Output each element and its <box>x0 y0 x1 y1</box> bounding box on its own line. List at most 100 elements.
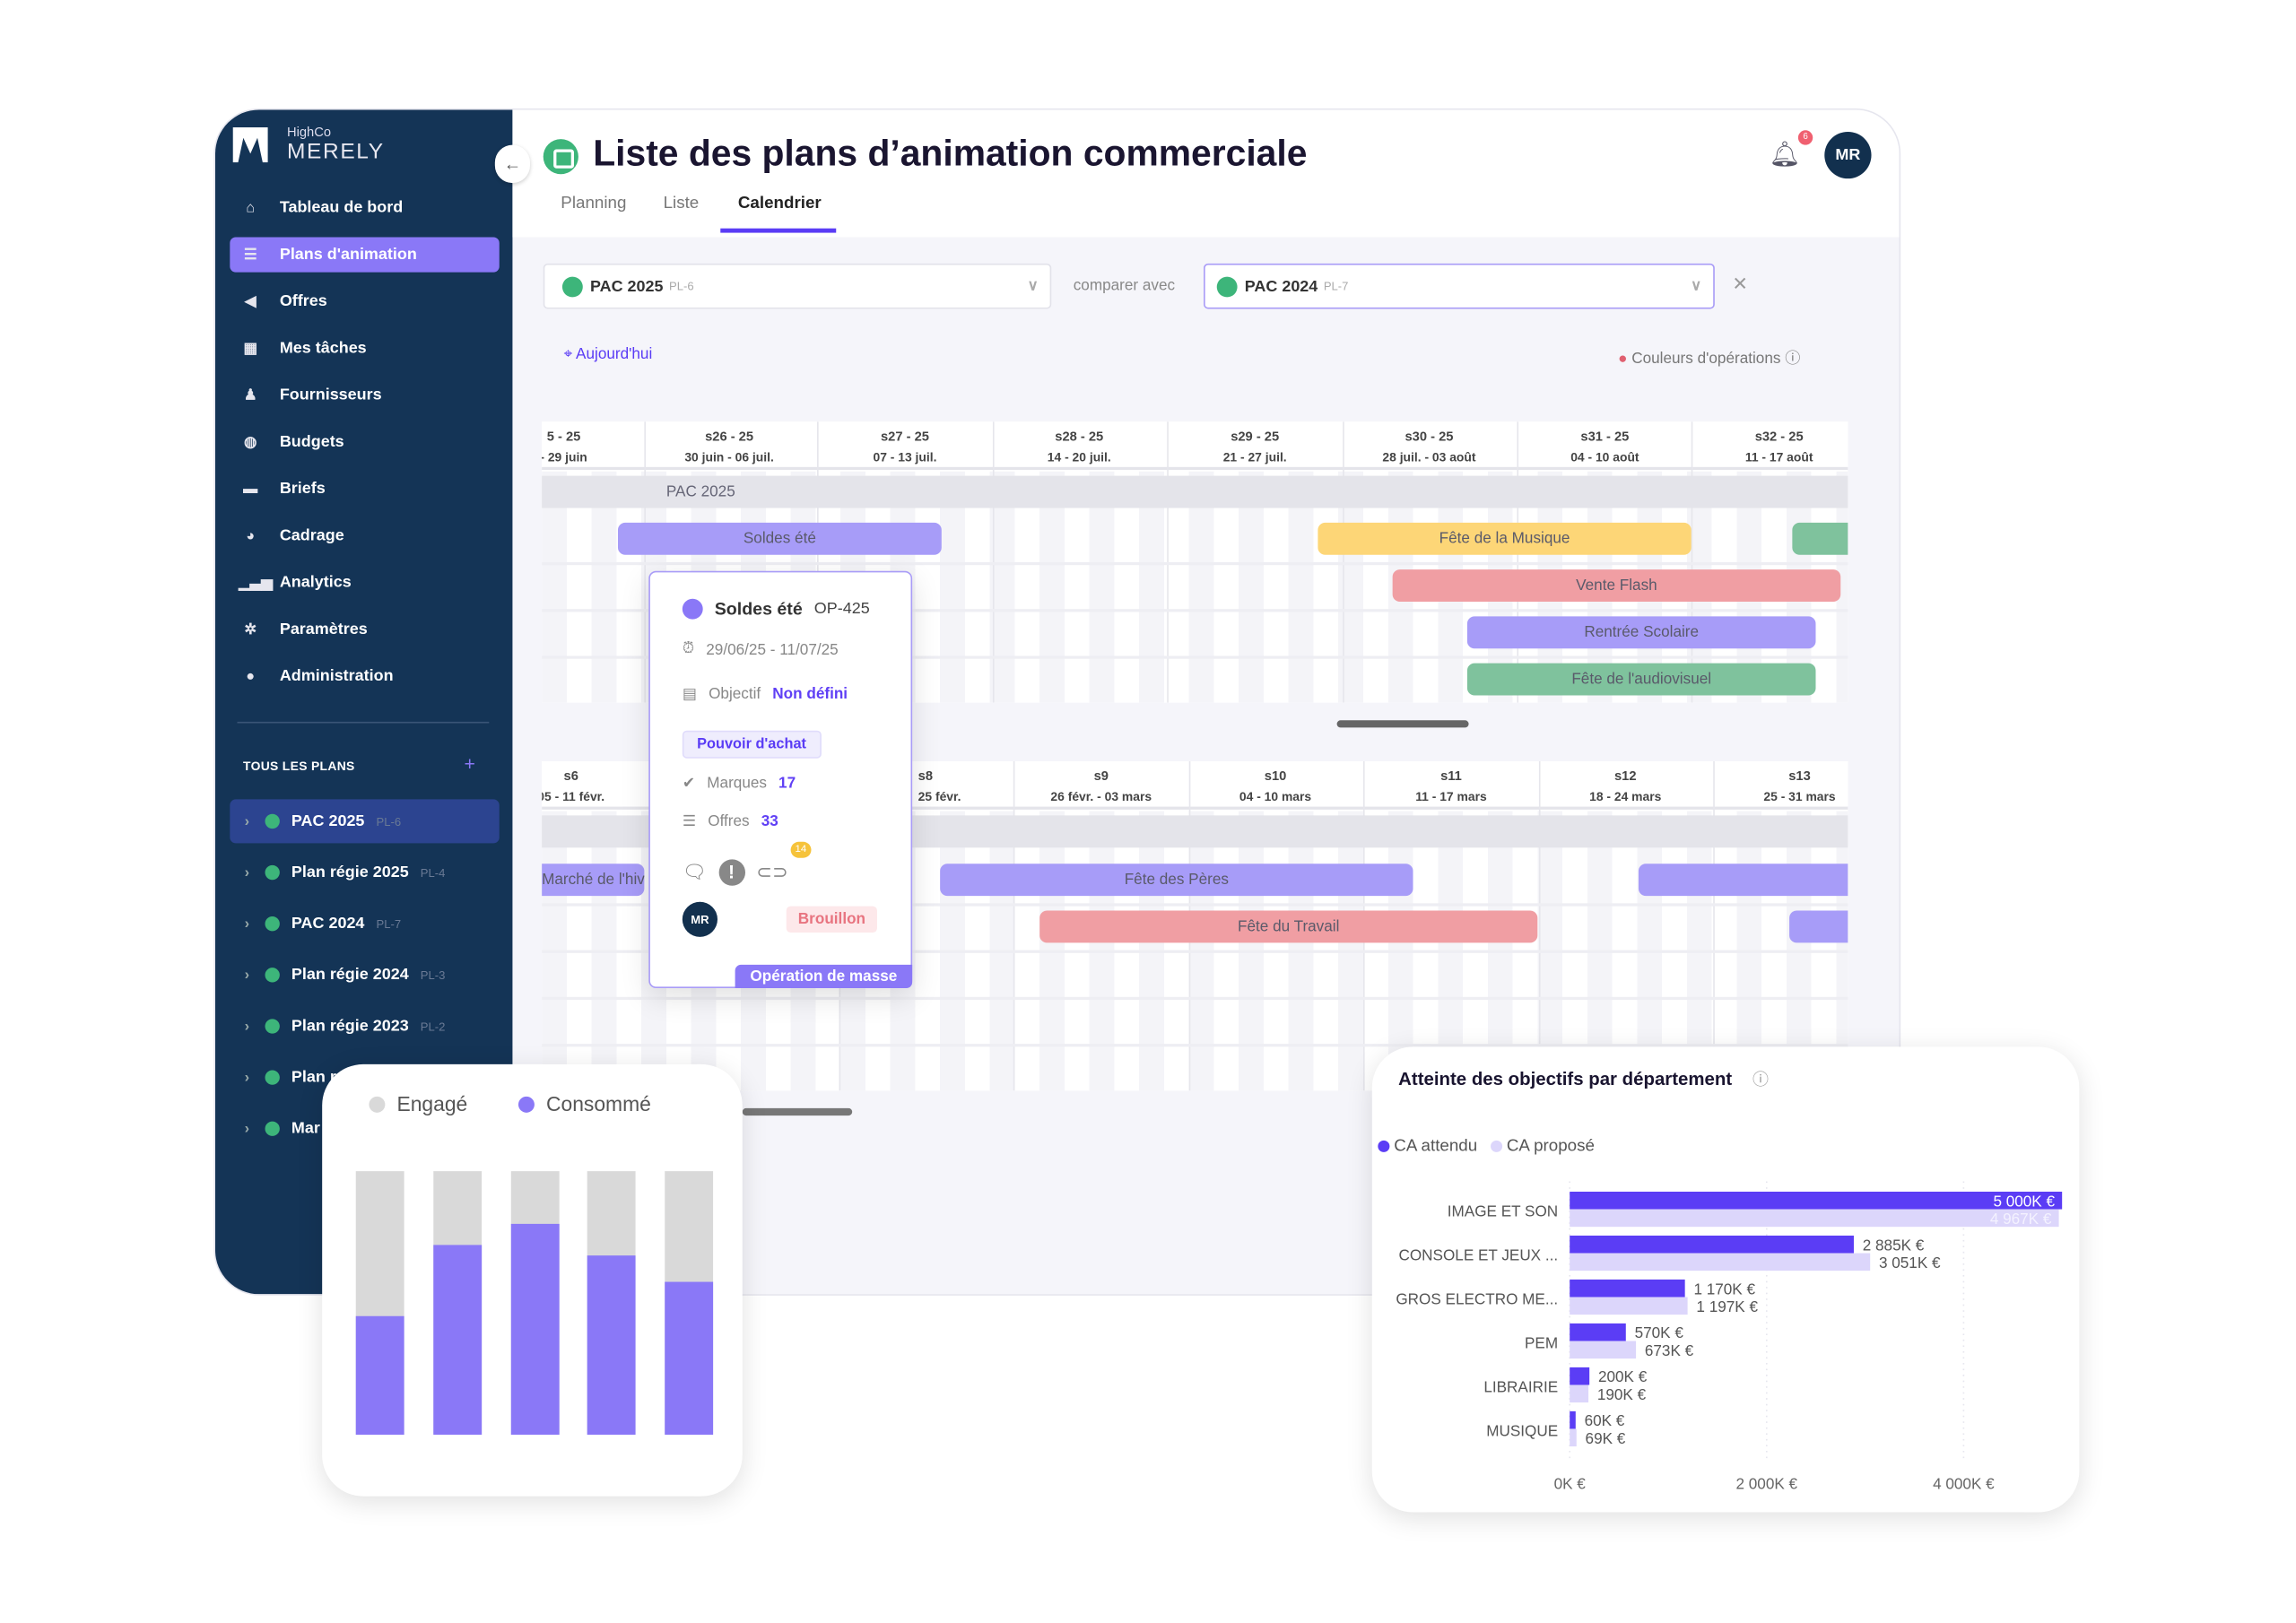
sidebar-item-analytics[interactable]: ▁▃▅ Analytics <box>230 565 499 600</box>
plan-status-dot <box>265 1121 280 1136</box>
operation-bar[interactable]: Fête de l'audiovisuel <box>1466 663 1816 696</box>
plan-name: Plan régie 2025 <box>291 864 409 881</box>
bell-icon[interactable]: 🔔︎ <box>1769 140 1801 169</box>
objective-label: Objectif <box>709 685 761 703</box>
operation-bar[interactable]: Soldes été <box>617 522 942 555</box>
user-avatar[interactable]: MR <box>1824 131 1872 179</box>
clear-compare-button[interactable]: ✕ <box>1732 272 1749 295</box>
legend-swatch <box>517 1096 535 1112</box>
bar-consomme <box>510 1223 560 1435</box>
sidebar-item-budgets[interactable]: ◍ Budgets <box>230 424 499 459</box>
week-divider <box>1343 421 1344 703</box>
operation-bar[interactable]: Fête de la Musique <box>1318 522 1692 555</box>
operation-bar[interactable] <box>1789 910 1848 943</box>
week-dates: 25 - 31 mars <box>1763 788 1836 804</box>
week-number: 5 - 25 <box>546 429 581 444</box>
value-label: 1 197K € <box>1696 1298 1758 1315</box>
week-number: s30 - 25 <box>1405 429 1454 444</box>
tab-calendrier[interactable]: Calendrier <box>737 195 822 213</box>
plan-item[interactable]: › Plan r <box>230 1055 499 1099</box>
tab-planning[interactable]: Planning <box>561 195 627 213</box>
plan-status-dot <box>265 813 280 829</box>
week-number: s27 - 25 <box>881 429 929 444</box>
sidebar-item-cadrage[interactable]: ◕ Cadrage <box>230 518 499 553</box>
week-dates: 05 - 11 févr. <box>542 788 605 804</box>
attachment-icon[interactable]: ⊂⊃ <box>756 860 788 883</box>
plan-band: PAC 2025 <box>542 475 1848 508</box>
week-divider <box>992 421 995 703</box>
chevron-right-icon[interactable]: › <box>244 864 250 881</box>
objectives-chart-card: Atteinte des objectifs par département ⓘ… <box>1371 1046 2080 1513</box>
operation-bar[interactable] <box>1792 522 1848 555</box>
chevron-right-icon[interactable]: › <box>244 1069 250 1086</box>
week-header: s28 - 25 14 - 20 juil. <box>1048 426 1111 467</box>
operation-colors-button[interactable]: ● Couleurs d'opérations ⓘ <box>1618 347 1800 369</box>
tab-liste[interactable]: Liste <box>663 195 700 213</box>
operation-bar[interactable]: Marché de l'hiver <box>542 864 645 897</box>
sidebar-item-param-tres[interactable]: ✲ Paramètres <box>230 612 499 647</box>
sidebar-item-briefs[interactable]: ▬ Briefs <box>230 472 499 507</box>
sidebar-item-administration[interactable]: ● Administration <box>230 659 499 694</box>
add-plan-button[interactable]: + <box>464 752 475 775</box>
operation-bar[interactable]: Fête du Travail <box>1039 910 1538 943</box>
plan-item[interactable]: › Plan régie 2024 PL-3 <box>230 953 499 997</box>
plan-item[interactable]: › Plan régie 2025 PL-4 <box>230 851 499 895</box>
x-tick-label: 2 000K € <box>1736 1474 1798 1492</box>
operation-bar[interactable]: Fête des Pères <box>940 864 1413 897</box>
value-label: 4 967K € <box>1990 1210 2052 1228</box>
chevron-right-icon[interactable]: › <box>244 1120 250 1137</box>
plan-item[interactable]: › PAC 2024 PL-7 <box>230 902 499 946</box>
week-header: s9 26 févr. - 03 mars <box>1050 766 1152 807</box>
week-header: s30 - 25 28 juil. - 03 août <box>1382 426 1475 467</box>
operation-bar[interactable]: Vente Flash <box>1392 569 1841 603</box>
week-header: s27 - 25 07 - 13 juil. <box>873 426 936 467</box>
sidebar-item-fournisseurs[interactable]: ♟ Fournisseurs <box>230 378 499 412</box>
week-header: s13 25 - 31 mars <box>1763 766 1835 807</box>
sidebar-item-label: Administration <box>279 667 394 686</box>
sidebar-item-mes-t-ches[interactable]: ▦ Mes tâches <box>230 331 499 366</box>
sidebar-item-plans-d-animation[interactable]: ☰ Plans d'animation <box>230 237 500 273</box>
week-number: s10 <box>1264 768 1287 784</box>
collapse-sidebar-button[interactable]: ← <box>494 144 531 184</box>
comments-icon[interactable]: 🗨︎ <box>682 860 707 883</box>
operation-name: Soldes été <box>714 598 803 620</box>
bar-ca-attendu <box>1570 1410 1576 1429</box>
alert-icon[interactable]: ! <box>718 859 745 886</box>
sidebar-item-label: Plans d'animation <box>279 246 417 264</box>
calendar-scrollbar[interactable] <box>1336 720 1469 728</box>
bar-ca-propose <box>1570 1297 1688 1315</box>
today-button[interactable]: ⌖ Aujourd'hui <box>564 345 653 364</box>
operation-bar[interactable] <box>1638 864 1848 897</box>
plan-item[interactable]: › PAC 2025 PL-6 <box>230 799 500 844</box>
week-dates: 11 - 17 mars <box>1415 788 1487 804</box>
plan-item[interactable]: › Mar <box>230 1107 499 1150</box>
list-icon: ☰ <box>243 247 257 264</box>
app-window: HighCo MERELY ⌂ Tableau de bord ☰ Plans d'a… <box>214 109 1900 1295</box>
plan-item[interactable]: › Plan régie 2023 PL-2 <box>230 1004 499 1048</box>
chevron-right-icon[interactable]: › <box>244 1018 250 1035</box>
week-dates: 04 - 10 mars <box>1239 788 1312 804</box>
chevron-right-icon[interactable]: › <box>244 916 250 933</box>
info-icon[interactable]: ⓘ <box>1752 1072 1769 1089</box>
sidebar-item-tableau-de-bord[interactable]: ⌂ Tableau de bord <box>230 190 499 225</box>
legend-swatch <box>369 1096 386 1112</box>
week-divider <box>644 421 646 703</box>
bar-ca-propose <box>1570 1428 1577 1447</box>
week-dates: 21 - 27 juil. <box>1222 449 1287 464</box>
operation-code: OP-425 <box>813 600 870 618</box>
week-header: s32 - 25 11 - 17 août <box>1745 426 1813 467</box>
chevron-right-icon[interactable]: › <box>244 967 250 984</box>
compare-select[interactable]: PAC 2024 PL-7 ∨ <box>1204 263 1715 309</box>
sidebar-item-offres[interactable]: ◀ Offres <box>230 284 499 319</box>
operation-bar[interactable]: Rentrée Scolaire <box>1466 616 1816 649</box>
page-title: Liste des plans d’animation commerciale <box>593 133 1308 175</box>
bar-ca-attendu <box>1570 1235 1854 1254</box>
bar-ca-attendu <box>1570 1323 1626 1341</box>
week-dates: 07 - 13 juil. <box>873 449 937 464</box>
calendar-h-scrollbar[interactable] <box>742 1107 853 1116</box>
chevron-right-icon[interactable]: › <box>244 812 250 829</box>
plan-select[interactable]: PAC 2025 PL-6 ∨ <box>543 263 1052 309</box>
bar-chart-icon: ▁▃▅ <box>239 574 273 591</box>
coins-icon: ▤ <box>682 685 698 703</box>
row-divider <box>542 1044 1848 1047</box>
